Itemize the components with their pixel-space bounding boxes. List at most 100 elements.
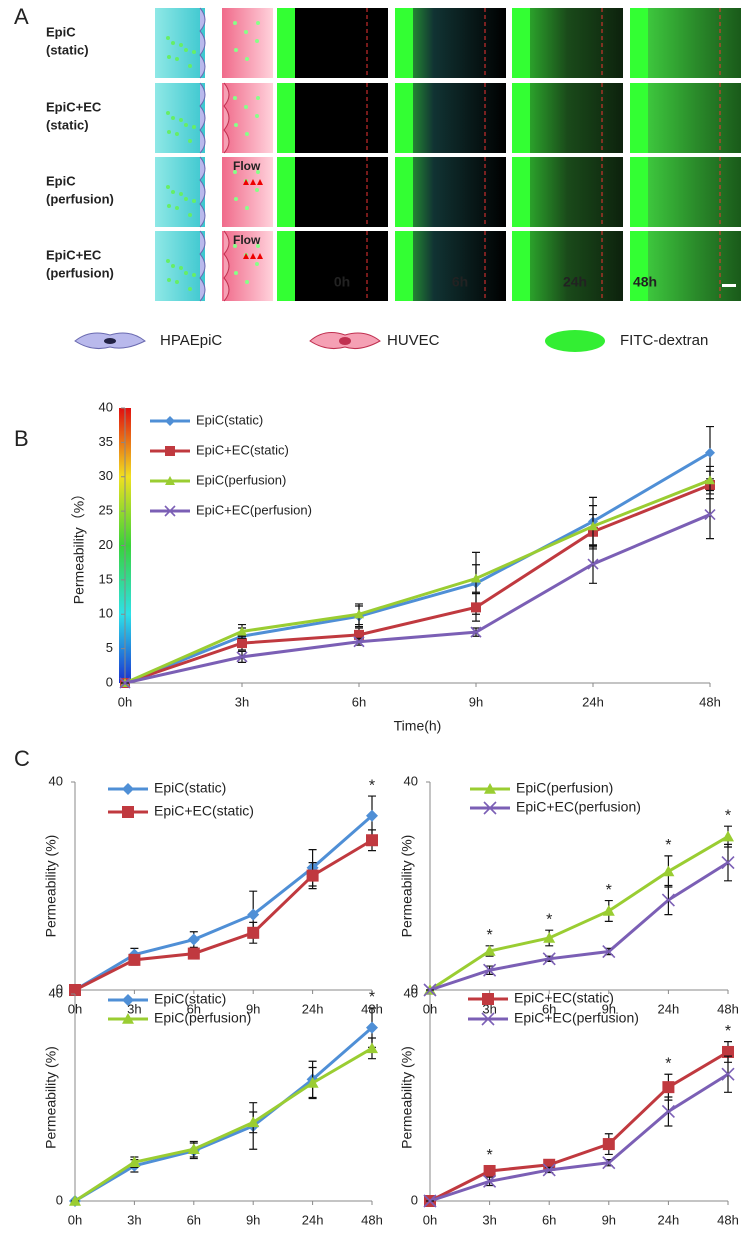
micro-image [630,231,741,301]
point [722,1045,734,1058]
schematic-right [222,83,273,153]
y-axis-label: Permeability (%) [43,1046,59,1149]
scale-bar [722,284,736,287]
dextran-dot [167,278,171,282]
point [247,908,260,921]
point [542,1163,556,1177]
dextran-dot [245,57,249,61]
legend-marker [165,476,175,485]
x-tick-label: 3h [482,1212,496,1227]
x-tick-label: 9h [246,1001,260,1016]
micro-edge [512,157,530,227]
dextran-dot [255,114,259,118]
series-line [429,835,729,992]
point [704,508,716,521]
legend-marker [483,801,497,815]
schematic-left [155,8,205,78]
y-tick-label: 40 [49,985,63,1000]
legend-label: EpiC+EC(perfusion) [516,799,641,815]
dextran-dot [171,116,175,120]
point [471,573,481,583]
point [483,945,496,956]
series-line [74,1047,373,1203]
micro-edge [630,157,648,227]
dextran-dot [179,118,183,122]
time-label: 0h [334,274,350,290]
dextran-dot [175,132,179,136]
epithelial-cells [199,230,206,302]
point [366,1021,378,1034]
panel-label: A [14,4,29,29]
dextran-dot [192,199,196,203]
legend-label: EpiC(perfusion) [516,780,613,796]
legend-label: EpiC(perfusion) [196,472,286,487]
significance: * [486,927,492,944]
schematic-left [155,83,205,153]
point [236,651,248,663]
y-tick-label: 40 [99,399,113,414]
flow-arrow [243,253,249,259]
micro-image [277,157,388,227]
dextran-dot [234,197,238,201]
significance: * [665,1055,671,1072]
x-tick-label: 9h [602,1212,616,1227]
dextran-dot [233,244,237,248]
legend-label: EpiC+EC(static) [196,442,289,457]
legend-label: HPAEpiC [160,332,222,349]
row-label: (static) [46,117,89,132]
x-tick-label: 24h [658,1212,680,1227]
nucleus [339,337,351,345]
x-tick-label: 3h [235,694,249,709]
y-tick-label: 0 [106,674,113,689]
fitc-icon [545,330,605,352]
point [705,447,715,458]
point [722,830,734,842]
point [187,1143,200,1155]
nucleus [104,338,116,344]
panel-label: C [14,746,30,771]
dextran-dot [256,170,260,174]
legend-label: EpiC+EC(perfusion) [514,1010,639,1026]
y-tick-label: 15 [99,571,113,586]
legend-label: HUVEC [387,332,440,349]
y-tick-label: 10 [99,606,113,621]
legend-label: EpiC(static) [154,780,226,796]
x-tick-label: 9h [602,1001,616,1016]
micro-edge [630,83,648,153]
point [483,1164,496,1177]
dextran-dot [255,188,259,192]
micro-edge [630,8,648,78]
point [721,1067,735,1081]
dextran-dot [167,130,171,134]
x-tick-label: 9h [246,1212,260,1227]
micro-image [277,8,388,78]
y-tick-label: 35 [99,434,113,449]
x-tick-label: 24h [302,1212,324,1227]
significance: * [369,777,375,794]
point [602,1138,615,1151]
dextran-dot [167,204,171,208]
micro-edge [277,157,295,227]
x-tick-label: 24h [658,1001,680,1016]
point [128,1156,141,1167]
flow-arrow [250,179,256,185]
dextran-dot [184,48,188,52]
y-tick-label: 25 [99,503,113,518]
point [237,638,247,649]
row-label: EpiC [46,173,76,188]
point [366,834,378,847]
dextran-dot [184,271,188,275]
dextran-dot [234,123,238,127]
series-line [124,478,711,685]
row-label: (static) [46,42,89,57]
schematic-right [222,231,273,301]
point [423,1194,437,1208]
dextran-dot [171,41,175,45]
x-tick-label: 0h [68,1212,82,1227]
schematic-right [222,157,273,227]
y-tick-label: 0 [411,981,418,996]
dextran-dot [234,271,238,275]
micro-edge [512,83,530,153]
